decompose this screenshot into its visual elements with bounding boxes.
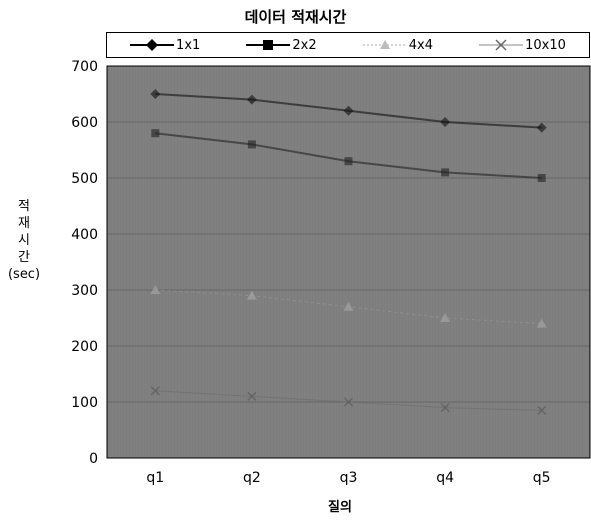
x-tick-label: q5 xyxy=(533,470,551,486)
legend-item-10x10: 10x10 xyxy=(479,38,566,53)
data-point-10x10 xyxy=(247,391,257,401)
x-tick-label: q1 xyxy=(146,470,164,486)
data-point-10x10 xyxy=(537,405,547,415)
y-tick-label: 700 xyxy=(71,59,98,75)
y-tick-label: 500 xyxy=(71,171,98,187)
data-point-10x10 xyxy=(150,386,160,396)
legend-label-2x2: 2x2 xyxy=(292,37,317,53)
x-tick-label: q2 xyxy=(243,470,261,486)
y-axis-label-line: 간 xyxy=(18,250,30,265)
data-point-4x4 xyxy=(150,285,161,294)
y-axis-label-line: 적 xyxy=(18,199,30,214)
y-tick-label: 0 xyxy=(89,451,98,467)
data-point-1x1 xyxy=(246,94,257,105)
x-tick-label: q3 xyxy=(340,470,358,486)
square-marker-icon xyxy=(246,40,291,50)
legend-item-2x2: 2x2 xyxy=(246,37,317,53)
data-point-10x10 xyxy=(343,397,354,407)
y-tick-label: 400 xyxy=(71,227,98,243)
y-tick-label: 300 xyxy=(71,283,98,299)
legend-item-1x1: 1x1 xyxy=(130,38,200,53)
x-tick-label: q4 xyxy=(436,470,454,486)
data-point-2x2 xyxy=(151,129,160,138)
data-point-1x1 xyxy=(536,122,547,133)
y-axis-label-line: 재 xyxy=(18,216,30,231)
data-point-1x1 xyxy=(150,89,161,99)
y-tick-label: 600 xyxy=(71,115,98,131)
data-point-2x2 xyxy=(344,157,353,166)
triangle-marker-icon xyxy=(362,40,407,49)
data-point-4x4 xyxy=(343,301,354,311)
x-axis-label: 질의 xyxy=(328,500,352,515)
data-point-2x2 xyxy=(247,140,256,149)
data-point-1x1 xyxy=(440,117,451,127)
y-axis-label-line: (sec) xyxy=(7,267,41,282)
plot-border xyxy=(106,65,591,459)
legend-item-4x4: 4x4 xyxy=(362,37,434,53)
chart-title: 데이터 적재시간 xyxy=(244,8,347,26)
legend-label-1x1: 1x1 xyxy=(176,37,201,53)
legend-label-10x10: 10x10 xyxy=(525,37,566,53)
data-point-1x1 xyxy=(343,105,354,116)
data-point-2x2 xyxy=(441,168,450,177)
legend: 1x1 2x2 4x4 10x10 xyxy=(106,32,590,58)
diamond-marker-icon xyxy=(130,39,175,51)
y-axis-label-line: 시 xyxy=(18,233,30,248)
data-point-10x10 xyxy=(440,403,450,413)
data-point-4x4 xyxy=(246,290,257,300)
data-point-2x2 xyxy=(537,174,546,182)
legend-label-4x4: 4x4 xyxy=(408,37,434,53)
y-tick-label: 200 xyxy=(71,339,98,355)
data-point-4x4 xyxy=(536,318,547,328)
data-point-4x4 xyxy=(440,313,451,322)
y-tick-label: 100 xyxy=(71,395,98,411)
y-axis-label: 적 재 시 간 (sec) xyxy=(4,198,44,283)
x-marker-icon xyxy=(479,39,524,51)
